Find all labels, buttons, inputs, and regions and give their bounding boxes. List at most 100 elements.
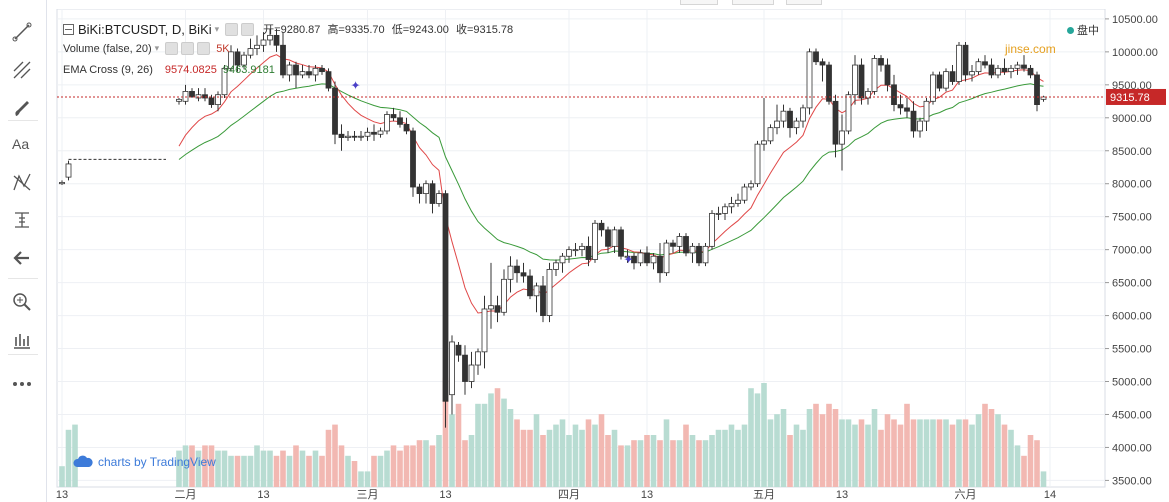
candle-body <box>741 186 748 201</box>
candle-body <box>416 186 423 195</box>
chart-settings-icon[interactable] <box>6 326 38 354</box>
x-tick-label: 三月 <box>357 489 379 501</box>
ohlc-values: 开=9280.87 高=9335.70 低=9243.00 收=9315.78 <box>263 24 514 36</box>
volume-bar <box>774 414 780 487</box>
tradingview-brand[interactable]: charts by TradingView <box>73 455 216 469</box>
symbol-title[interactable]: BiKi:BTCUSDT, D, BiKi <box>78 21 212 37</box>
top-button-stub[interactable] <box>732 0 774 5</box>
candle-body <box>1034 74 1040 106</box>
top-button-stub[interactable] <box>680 0 718 5</box>
candle-body <box>832 100 839 145</box>
volume-bar <box>260 450 267 487</box>
brush-icon[interactable] <box>6 94 38 122</box>
candle-body <box>481 308 488 353</box>
candle-body <box>949 71 956 82</box>
candle-body <box>442 193 449 402</box>
candle-body <box>761 140 767 145</box>
volume-bar <box>273 455 280 487</box>
volume-bar <box>293 445 299 487</box>
candle-body <box>1001 67 1008 73</box>
top-button-stub[interactable] <box>786 0 822 5</box>
candle-body <box>917 120 923 132</box>
volume-bar <box>663 419 670 487</box>
volume-bar <box>702 440 709 487</box>
low-value: 9243.00 <box>409 24 449 36</box>
candle-body <box>429 183 436 204</box>
volume-bar <box>852 424 858 487</box>
candle-body <box>559 255 566 264</box>
gear-icon[interactable] <box>181 42 195 55</box>
volume-bar <box>943 419 949 487</box>
volume-bar <box>995 414 1001 487</box>
pattern-icon[interactable] <box>6 168 38 196</box>
volume-bar <box>462 440 468 487</box>
eye-icon[interactable] <box>165 42 179 55</box>
volume-bar <box>631 440 637 487</box>
volume-bar <box>299 450 306 487</box>
y-tick-label: 7000.00 <box>1112 245 1152 257</box>
candle-body <box>787 110 793 129</box>
x-tick-label: 13 <box>836 489 848 501</box>
zoom-icon[interactable] <box>6 288 38 316</box>
candle-body <box>793 120 800 129</box>
text-tool-icon[interactable]: Aa <box>6 130 38 158</box>
candle-body <box>455 344 462 356</box>
volume-bar <box>657 440 663 487</box>
candle-body <box>722 206 728 214</box>
candle-body <box>234 51 241 66</box>
candle-body <box>299 71 306 76</box>
chevron-down-icon[interactable]: ▾ <box>214 23 220 34</box>
volume-bar <box>1001 424 1008 487</box>
y-tick-label: 6500.00 <box>1112 278 1152 290</box>
pitchfork-icon[interactable] <box>6 56 38 84</box>
candle-body <box>59 181 65 185</box>
volume-bar <box>267 450 273 487</box>
candle-body <box>657 255 663 274</box>
chevron-down-icon[interactable]: ▾ <box>154 43 160 53</box>
candle-body <box>910 110 917 132</box>
volume-bar <box>579 429 585 487</box>
volume-bar <box>787 435 793 487</box>
ema-slow-value: 9463.9181 <box>222 64 275 76</box>
back-arrow-icon[interactable] <box>6 244 38 272</box>
candle-body <box>468 364 475 382</box>
ema-label[interactable]: EMA Cross (9, 26) <box>63 64 153 76</box>
volume-bar <box>585 419 592 487</box>
volume-bar <box>176 450 182 487</box>
volume-bar <box>423 440 429 487</box>
candle-body <box>728 203 735 208</box>
gear-icon[interactable] <box>241 22 255 36</box>
candle-body <box>995 67 1001 76</box>
volume-bar <box>858 419 865 487</box>
candle-body <box>969 71 975 76</box>
candle-body <box>449 341 455 396</box>
candle-body <box>332 87 338 135</box>
trend-line-icon[interactable] <box>6 18 38 46</box>
status-dot-icon <box>1067 27 1074 34</box>
candle-body <box>644 252 650 264</box>
candle-body <box>319 67 325 73</box>
close-icon[interactable] <box>197 42 211 55</box>
candle-body <box>839 130 845 145</box>
candle-body <box>774 120 780 129</box>
candle-body <box>696 245 702 264</box>
collapse-square-icon[interactable] <box>63 23 74 35</box>
more-icon[interactable] <box>6 370 38 398</box>
volume-bar <box>1034 440 1040 487</box>
volume-bar <box>826 403 832 487</box>
candle-body <box>351 135 358 138</box>
volume-bar <box>546 429 553 487</box>
eye-icon[interactable] <box>225 22 239 36</box>
y-tick-label: 7500.00 <box>1112 212 1152 224</box>
chart-area[interactable]: 10500.00 10000.00 9500.00 9000.00 8500.00 800… <box>55 9 1169 502</box>
volume-bar <box>618 445 624 487</box>
measure-icon[interactable] <box>6 206 38 234</box>
volume-label[interactable]: Volume (false, 20) <box>63 42 152 55</box>
volume-bar <box>637 440 644 487</box>
candle-body <box>247 48 254 56</box>
legend-ema-row: EMA Cross (9, 26) 9574.0825 9463.9181 <box>63 64 275 76</box>
candle-body <box>533 285 540 297</box>
candle-body <box>228 51 234 69</box>
volume-bar <box>429 445 436 487</box>
candle-body <box>358 135 364 138</box>
